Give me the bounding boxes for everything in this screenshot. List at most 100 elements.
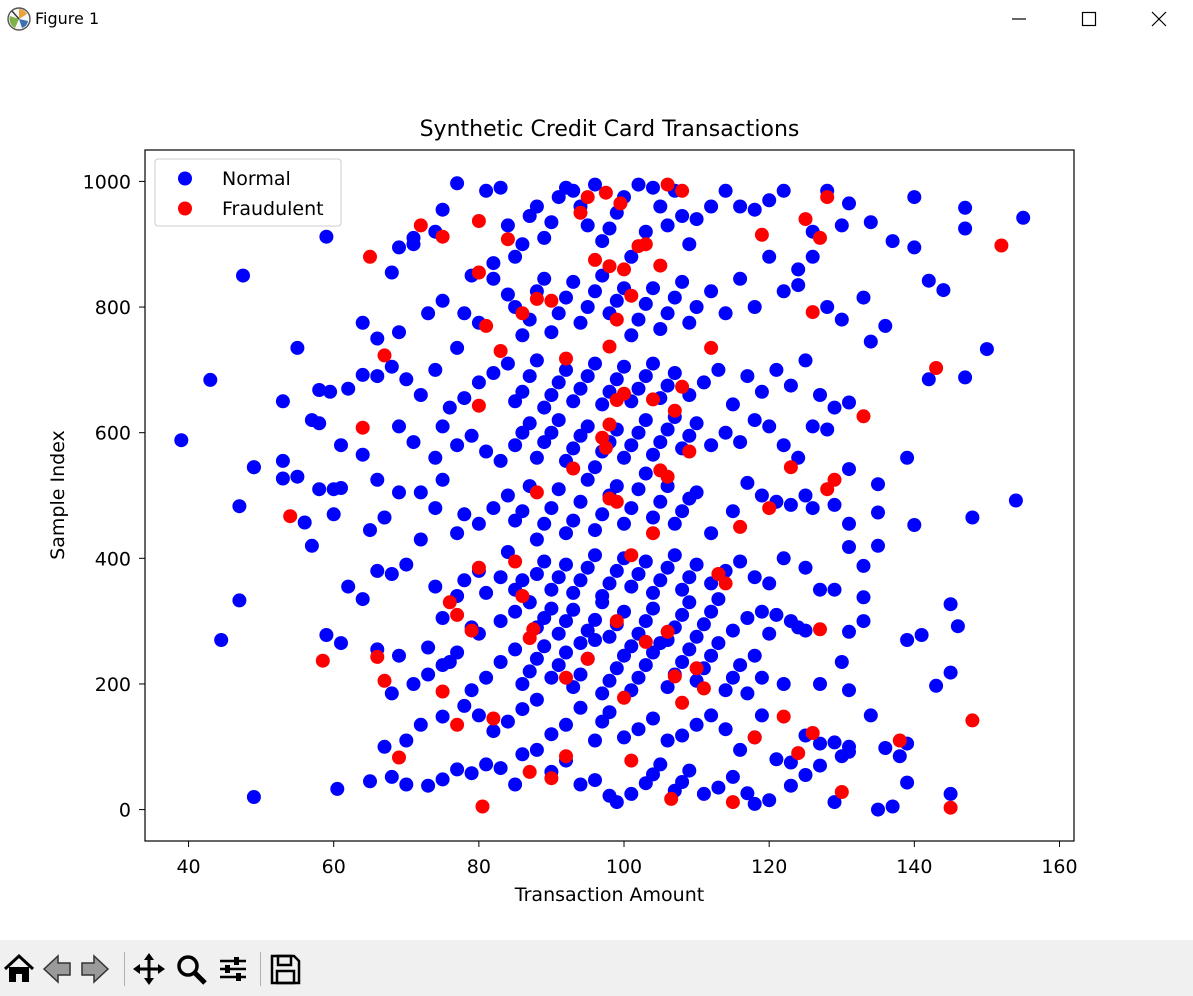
- normal-point: [827, 795, 842, 810]
- normal-point: [696, 617, 711, 632]
- y-tick-label: 200: [95, 674, 131, 696]
- normal-point: [486, 724, 501, 739]
- normal-point: [776, 677, 791, 691]
- fraudulent-point: [664, 791, 679, 806]
- figure-canvas[interactable]: 40 60 80 100 120 140 160 0 200 400 600 800 1000 Syn…: [0, 40, 1193, 940]
- fraudulent-point: [613, 196, 628, 211]
- fraudulent-point: [559, 749, 573, 764]
- normal-point: [718, 306, 733, 321]
- normal-point: [479, 670, 494, 685]
- fraudulent-point: [580, 190, 595, 205]
- fraudulent-point: [573, 205, 588, 220]
- fraudulent-point: [508, 554, 523, 569]
- normal-point: [471, 516, 486, 531]
- normal-point: [392, 240, 406, 255]
- normal-point: [384, 265, 399, 280]
- normal-point: [341, 579, 356, 594]
- configure-subplots-button[interactable]: [214, 950, 252, 988]
- back-button[interactable]: [38, 950, 76, 988]
- x-tick-label: 60: [322, 856, 346, 878]
- fraudulent-point: [598, 440, 613, 455]
- normal-point: [979, 342, 994, 357]
- normal-point: [595, 234, 610, 249]
- normal-point: [384, 686, 399, 701]
- normal-point: [551, 413, 566, 428]
- normal-point: [762, 249, 777, 264]
- normal-point: [580, 419, 595, 434]
- normal-point: [435, 293, 450, 308]
- normal-point: [486, 271, 501, 286]
- back-icon: [42, 954, 71, 984]
- normal-point: [733, 435, 748, 450]
- y-tick-label: 400: [95, 548, 131, 570]
- maximize-button[interactable]: [1054, 0, 1124, 40]
- normal-point: [442, 400, 457, 415]
- zoom-button[interactable]: [172, 950, 210, 988]
- toolbar-separator: [260, 952, 261, 986]
- normal-point: [312, 482, 327, 497]
- normal-point: [798, 768, 813, 782]
- normal-point: [631, 482, 646, 497]
- normal-point: [529, 692, 544, 707]
- fraudulent-point: [805, 726, 820, 740]
- normal-point: [631, 177, 646, 192]
- normal-point: [573, 315, 588, 330]
- normal-point: [500, 356, 515, 371]
- fraudulent-point: [493, 344, 508, 358]
- normal-point: [834, 655, 849, 669]
- normal-point: [421, 306, 436, 321]
- normal-point: [704, 284, 719, 299]
- save-icon: [270, 954, 301, 985]
- fraudulent-point: [646, 392, 660, 407]
- normal-point: [399, 557, 414, 572]
- fraudulent-point: [646, 526, 660, 541]
- normal-point: [602, 221, 617, 236]
- forward-button[interactable]: [76, 950, 114, 988]
- normal-point: [609, 661, 624, 676]
- normal-point: [479, 757, 494, 772]
- normal-point: [783, 497, 798, 512]
- normal-point: [515, 504, 530, 519]
- normal-point: [537, 230, 552, 245]
- fraudulent-point: [588, 252, 602, 267]
- close-button[interactable]: [1124, 0, 1193, 40]
- fraudulent-point: [377, 673, 392, 688]
- normal-point: [638, 554, 653, 569]
- minimize-button[interactable]: [984, 0, 1054, 40]
- normal-point: [660, 733, 675, 748]
- home-button[interactable]: [0, 950, 38, 988]
- legend-label-normal: Normal: [222, 168, 291, 190]
- normal-point: [595, 268, 610, 283]
- normal-point: [236, 268, 250, 283]
- fraudulent-point: [609, 312, 624, 327]
- pan-button[interactable]: [130, 950, 168, 988]
- fraudulent-point: [675, 379, 690, 394]
- normal-point: [500, 218, 515, 233]
- fraudulent-point: [486, 711, 501, 726]
- normal-point: [399, 733, 414, 748]
- fraudulent-point: [783, 460, 798, 475]
- fraudulent-point: [892, 733, 907, 748]
- normal-point: [769, 752, 784, 767]
- normal-point: [740, 369, 755, 384]
- normal-point: [704, 708, 719, 723]
- normal-point: [646, 767, 660, 782]
- normal-point: [725, 397, 740, 412]
- save-button[interactable]: [266, 950, 304, 988]
- legend: Normal Fraudulent: [154, 158, 342, 227]
- normal-point: [762, 576, 777, 591]
- normal-point: [646, 601, 660, 616]
- fraudulent-point: [929, 361, 944, 375]
- fraudulent-point: [515, 306, 530, 321]
- normal-point: [341, 381, 356, 396]
- normal-point: [675, 607, 690, 622]
- normal-point: [529, 651, 544, 666]
- fraudulent-point: [725, 795, 740, 810]
- normal-point: [544, 601, 559, 616]
- normal-point: [450, 176, 465, 191]
- normal-point: [573, 573, 588, 588]
- normal-point: [653, 494, 668, 509]
- normal-point: [537, 271, 552, 286]
- normal-point: [747, 300, 762, 314]
- normal-point: [573, 381, 588, 396]
